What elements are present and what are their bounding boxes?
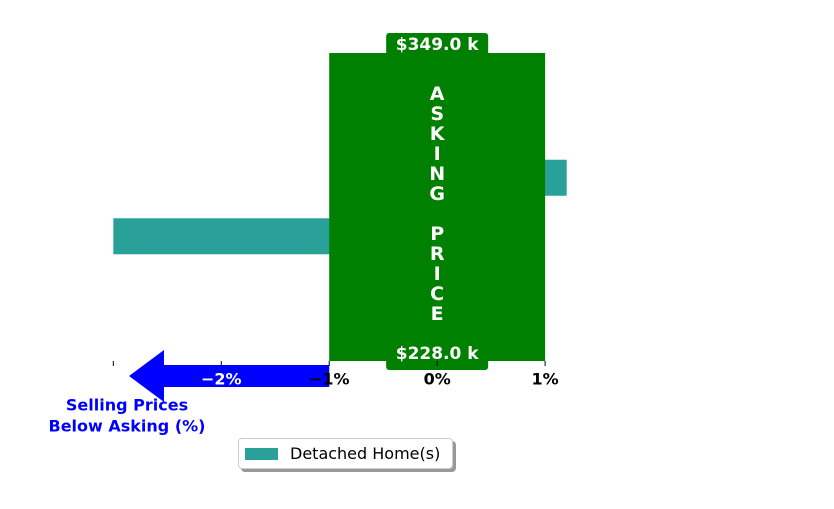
top-price-label: $349.0 k [396,35,480,55]
asking-price-char: C [430,283,444,305]
arrow-label: Selling Prices Below Asking (%) [49,396,206,436]
asking-price-char: P [430,223,444,245]
arrow-shape [129,350,330,402]
below-asking-arrow [129,350,330,402]
asking-price-char: I [434,143,441,165]
x-tick-label: −1% [309,370,350,389]
asking-price-char: R [430,243,445,265]
legend-swatch [245,447,278,460]
x-axis: −3% −2% −1% 0% 1% [93,361,559,389]
asking-price-char: A [430,83,445,105]
asking-price-char: N [429,163,445,185]
asking-price-char: E [431,303,444,325]
x-tick-label: 1% [532,370,559,389]
asking-price-char: K [430,123,446,145]
x-tick-label: −3% [93,370,134,389]
legend: Detached Home(s) [238,438,453,469]
bottom-price-tag [386,343,489,370]
x-tick-label: 0% [424,370,451,389]
bottom-price-label: $228.0 k [396,344,480,364]
asking-price-char: I [434,263,441,285]
asking-price-char: G [429,183,445,205]
x-tick-label: −2% [201,370,242,389]
arrow-label-line: Selling Prices [66,396,188,415]
top-price-tag [386,33,489,57]
asking-price-char: S [430,103,444,125]
legend-label: Detached Home(s) [290,444,441,463]
arrow-label-line: Below Asking (%) [49,417,206,436]
asking-price-box [329,53,546,361]
